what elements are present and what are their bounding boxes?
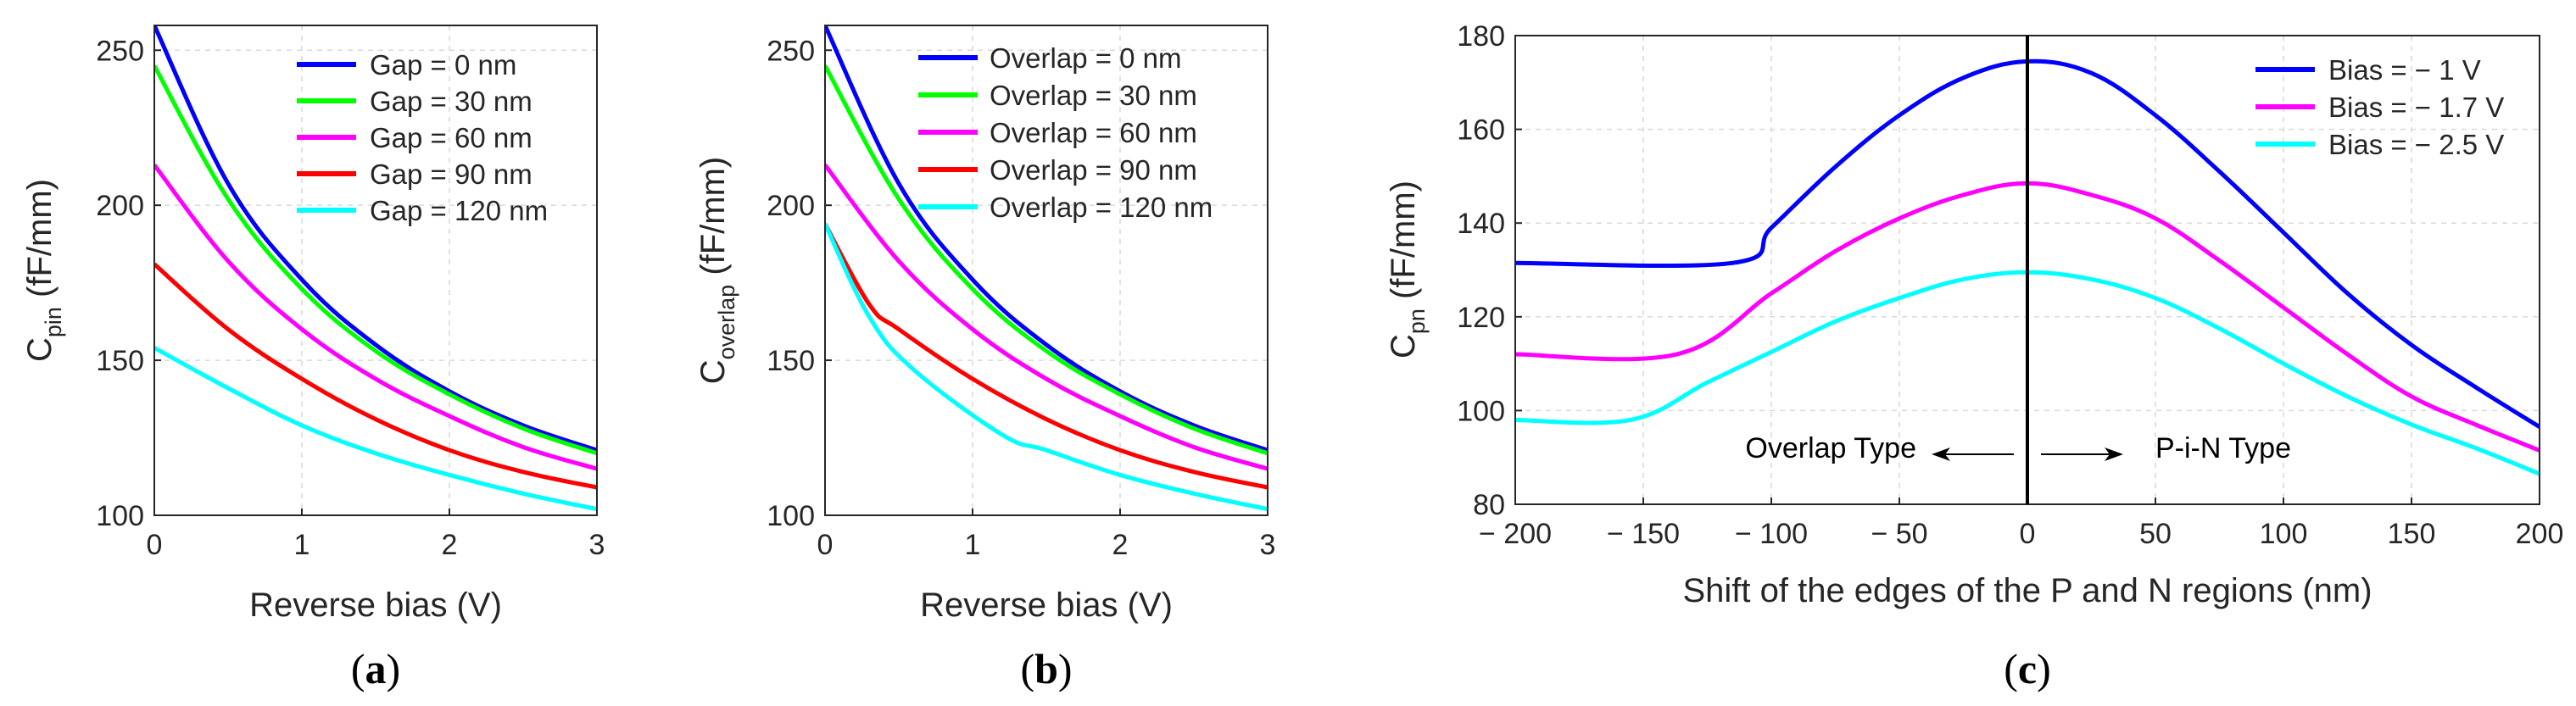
series-line-1 [154, 25, 597, 453]
x-tick-label: 0 [2020, 518, 2036, 550]
panel-c-ylabel: Cpn (fF/mm) [1385, 181, 1430, 359]
panel-b-xticks: 0 1 2 3 [817, 509, 1276, 561]
y-tick-label: 160 [1457, 114, 1505, 147]
x-tick-label: − 150 [1607, 518, 1680, 550]
legend-label: Overlap = 30 nm [990, 80, 1197, 111]
y-tick-label: 100 [1457, 395, 1505, 427]
x-tick-label: − 100 [1735, 518, 1808, 550]
panel-a-ylabel: Cpin (fF/mm) [21, 179, 66, 362]
panel-a-legend: Gap = 0 nm Gap = 30 nm Gap = 60 nm Gap = 90… [297, 49, 548, 226]
panel-a-caption: (a) [351, 645, 400, 692]
y-tick-label: 200 [96, 190, 144, 222]
legend-label: Gap = 60 nm [370, 122, 532, 153]
y-tick-label: 140 [1457, 208, 1505, 240]
panel-a-xlabel: Reverse bias (V) [249, 586, 502, 624]
panel-b-series [825, 25, 1268, 512]
x-tick-label: 0 [147, 529, 163, 561]
y-tick-label: 180 [1457, 20, 1505, 53]
x-tick-label: − 50 [1871, 518, 1927, 550]
x-tick-label: 100 [2260, 518, 2308, 550]
panel-c-series [1515, 58, 2540, 476]
y-tick-label: 250 [767, 35, 815, 67]
series-line-5 [825, 223, 1268, 512]
pin-type-label: P-i-N Type [2155, 432, 2291, 464]
legend-label: Overlap = 60 nm [990, 117, 1197, 148]
legend-label: Bias = − 1.7 V [2328, 92, 2504, 123]
panel-c-caption: (c) [2004, 645, 2051, 692]
panel-b-ylabel: Coverlap (fF/mm) [694, 157, 739, 385]
panel-a-frame [153, 25, 598, 516]
legend-label: Overlap = 0 nm [990, 42, 1182, 74]
series-line-5 [154, 346, 597, 512]
panel-a-xticks: 0 1 2 3 [147, 509, 605, 561]
panel-b-frame [824, 25, 1268, 516]
series-line-1 [1515, 58, 2540, 429]
panel-c: − 200 − 150 − 100 − 50 0 50 100 150 200 80 100 120… [1385, 20, 2563, 692]
y-tick-label: 100 [96, 500, 144, 532]
x-tick-label: − 200 [1479, 518, 1552, 550]
x-tick-label: 1 [965, 529, 981, 561]
x-tick-label: 2 [442, 529, 458, 561]
series-line-3 [154, 164, 597, 471]
legend-label: Bias = − 2.5 V [2328, 129, 2504, 160]
panel-c-xticks: − 200 − 150 − 100 − 50 0 50 100 150 200 [1479, 498, 2563, 550]
y-tick-label: 250 [96, 35, 144, 67]
overlap-type-label: Overlap Type [1745, 432, 1916, 464]
y-tick-label: 150 [96, 345, 144, 377]
x-tick-label: 3 [589, 529, 605, 561]
panel-b-xlabel: Reverse bias (V) [920, 586, 1173, 624]
y-tick-label: 120 [1457, 302, 1505, 334]
legend-label: Gap = 0 nm [370, 49, 516, 81]
y-tick-label: 100 [767, 500, 815, 532]
legend-label: Gap = 30 nm [370, 86, 532, 117]
panel-c-legend: Bias = − 1 V Bias = − 1.7 V Bias = − 2.5 V [2255, 54, 2504, 160]
y-tick-label: 80 [1473, 489, 1505, 521]
series-line-4 [154, 262, 597, 490]
legend-label: Bias = − 1 V [2328, 54, 2481, 86]
series-line-1 [825, 25, 1268, 453]
series-line-2 [1515, 181, 2540, 453]
y-tick-label: 150 [767, 345, 815, 377]
left-arrow-icon [1932, 448, 2014, 461]
panel-a-yticks: 100 150 200 250 [96, 35, 161, 532]
legend-label: Gap = 120 nm [370, 195, 548, 226]
x-tick-label: 0 [817, 529, 834, 561]
legend-label: Overlap = 90 nm [990, 154, 1197, 186]
y-tick-label: 200 [767, 190, 815, 222]
series-line-4 [825, 222, 1268, 490]
x-tick-label: 1 [294, 529, 310, 561]
panel-c-yticks: 80 100 120 140 160 180 [1457, 20, 1522, 521]
series-line-3 [825, 164, 1268, 471]
x-tick-label: 150 [2388, 518, 2436, 550]
panel-b-caption: (b) [1020, 645, 1072, 692]
panel-a-series [154, 25, 597, 512]
series-line-3 [1515, 270, 2540, 476]
panel-b-legend: Overlap = 0 nm Overlap = 30 nm Overlap = 6… [918, 42, 1213, 223]
panel-b-yticks: 100 150 200 250 [767, 35, 832, 532]
x-tick-label: 3 [1260, 529, 1276, 561]
series-line-2 [154, 64, 597, 456]
legend-label: Overlap = 120 nm [990, 192, 1213, 223]
panel-a: 0 1 2 3 100 150 200 250 Reverse bias (V) Cpin … [21, 25, 605, 692]
x-tick-label: 200 [2516, 518, 2564, 550]
x-tick-label: 50 [2139, 518, 2172, 550]
x-tick-label: 2 [1112, 529, 1129, 561]
panel-c-xlabel: Shift of the edges of the P and N region… [1682, 572, 2372, 609]
legend-label: Gap = 90 nm [370, 158, 532, 190]
panel-b: 0 1 2 3 100 150 200 250 Reverse bias (V) Cover… [694, 25, 1275, 692]
right-arrow-icon [2041, 448, 2123, 461]
series-line-2 [825, 64, 1268, 456]
